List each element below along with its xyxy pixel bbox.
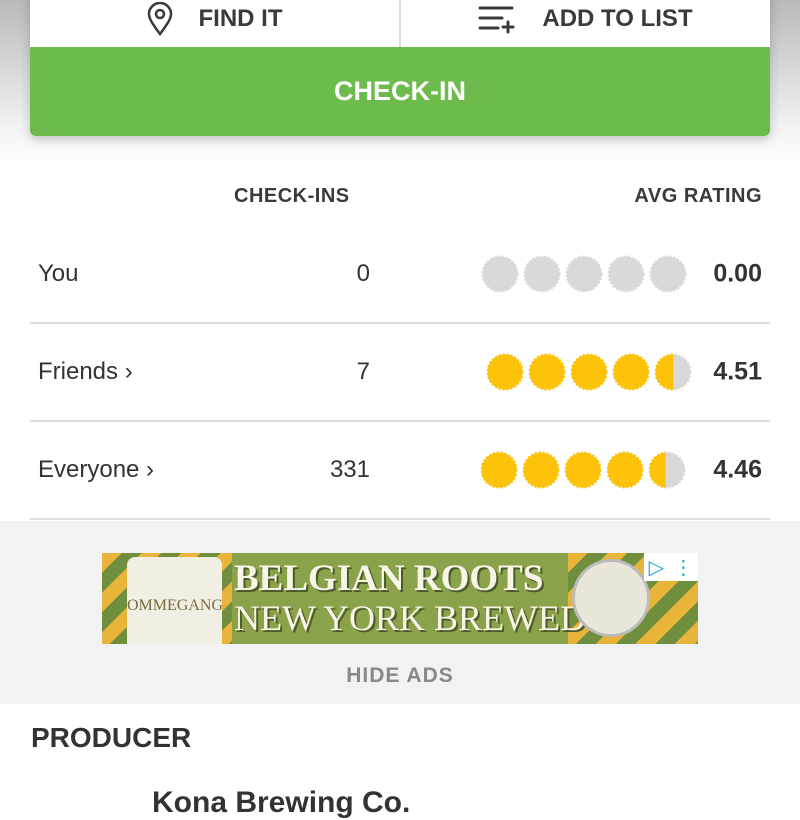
rating-bubble [612, 353, 650, 391]
check-in-button[interactable]: CHECK-IN [30, 47, 770, 136]
rating-bubble [570, 353, 608, 391]
row-label: Friends › [38, 358, 133, 385]
ad-can-image: OMMEGANG [127, 557, 223, 644]
hide-ads-button[interactable]: HIDE ADS [346, 664, 454, 687]
rating-bubble [523, 255, 561, 293]
rating-bubble [565, 255, 603, 293]
stats-row-you: You 0 0.00 [30, 226, 770, 324]
stats-row-friends[interactable]: Friends › 7 4.51 [30, 324, 770, 422]
row-avg: 4.46 [713, 455, 762, 484]
producer-heading: PRODUCER [31, 722, 192, 753]
ad-banner[interactable]: OMMEGANG BELGIAN ROOTS NEW YORK BREWED ▷… [102, 553, 698, 644]
add-list-icon [478, 6, 515, 33]
location-pin-icon [147, 1, 172, 36]
rating-bubble [480, 451, 518, 489]
rating-bubble [654, 353, 692, 391]
rating-bubble [486, 353, 524, 391]
adchoices-icon[interactable]: ▷ ⋮ [644, 553, 698, 581]
rating-bubbles [480, 451, 686, 489]
rating-bubbles [486, 353, 692, 391]
find-it-label: FIND IT [198, 4, 283, 32]
row-count: 7 [356, 358, 370, 385]
rating-bubble [649, 255, 687, 293]
add-to-list-label: ADD TO LIST [542, 4, 693, 32]
row-label: Everyone › [38, 456, 155, 483]
row-avg: 4.51 [713, 357, 762, 386]
ad-line1: BELGIAN ROOTS [234, 558, 544, 599]
rating-bubbles [481, 255, 687, 293]
find-it-button[interactable]: FIND IT [30, 0, 399, 47]
rating-bubble [481, 255, 519, 293]
rating-bubble [564, 451, 602, 489]
add-to-list-button[interactable]: ADD TO LIST [399, 0, 770, 47]
row-avg: 0.00 [713, 259, 762, 288]
ad-section: OMMEGANG BELGIAN ROOTS NEW YORK BREWED ▷… [0, 521, 800, 704]
rating-bubble [607, 255, 645, 293]
ad-seal-logo [572, 559, 650, 637]
producer-name[interactable]: Kona Brewing Co. [152, 786, 411, 819]
rating-bubble [606, 451, 644, 489]
row-count: 0 [356, 260, 370, 287]
checkins-header: CHECK-INS [234, 185, 350, 207]
ad-line2: NEW YORK BREWED [234, 598, 586, 638]
avg-rating-header: AVG RATING [634, 185, 762, 207]
rating-bubble [522, 451, 560, 489]
row-count: 331 [329, 456, 370, 483]
row-label: You [38, 260, 79, 287]
action-card: FIND IT ADD TO LIST CHECK-IN [30, 0, 770, 136]
rating-bubble [528, 353, 566, 391]
stats-row-everyone[interactable]: Everyone › 331 4.46 [30, 422, 770, 520]
rating-bubble [648, 451, 686, 489]
